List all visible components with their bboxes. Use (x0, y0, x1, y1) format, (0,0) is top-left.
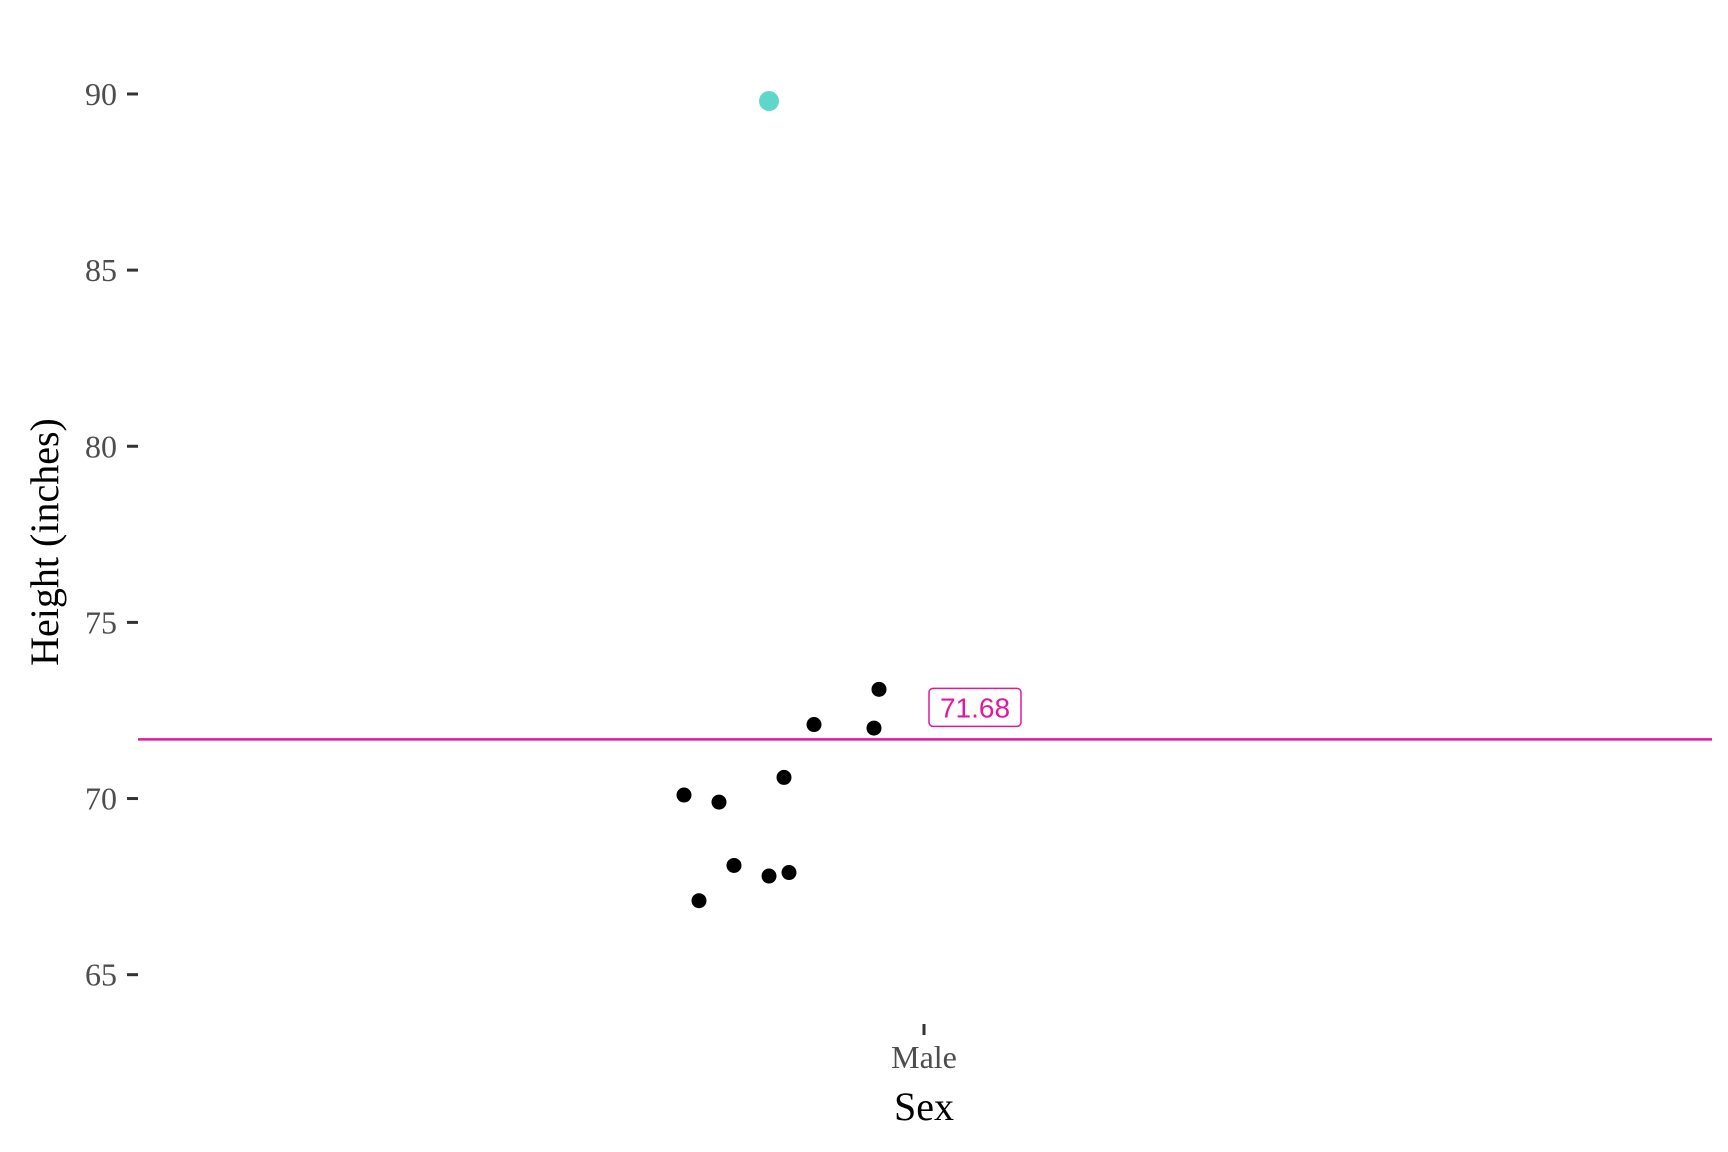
data-point (871, 681, 887, 697)
data-points (676, 91, 887, 909)
y-tick-label: 70 (85, 781, 117, 817)
highlight-point (759, 91, 779, 112)
x-axis-title: Sex (894, 1084, 954, 1129)
x-axis: Male (891, 1024, 957, 1075)
mean-label-box (928, 687, 1022, 728)
data-point (781, 865, 797, 881)
data-point (806, 717, 822, 733)
data-point (726, 857, 742, 873)
x-tick-label: Male (891, 1039, 957, 1075)
y-tick-label: 85 (85, 252, 117, 288)
y-axis: 65 70 75 80 85 90 (85, 76, 138, 993)
y-axis-title: Height (inches) (22, 418, 67, 666)
mean-label: 71.68 (940, 692, 1010, 723)
data-point (776, 769, 792, 785)
data-point (691, 893, 707, 909)
data-point (711, 794, 727, 810)
y-tick-label: 65 (85, 957, 117, 993)
y-tick-label: 80 (85, 428, 117, 464)
data-point (761, 868, 777, 884)
y-tick-label: 90 (85, 76, 117, 112)
data-point (866, 720, 882, 736)
y-tick-label: 75 (85, 604, 117, 640)
mean-line-group: 71.68 (138, 687, 1712, 741)
data-point (676, 787, 692, 803)
